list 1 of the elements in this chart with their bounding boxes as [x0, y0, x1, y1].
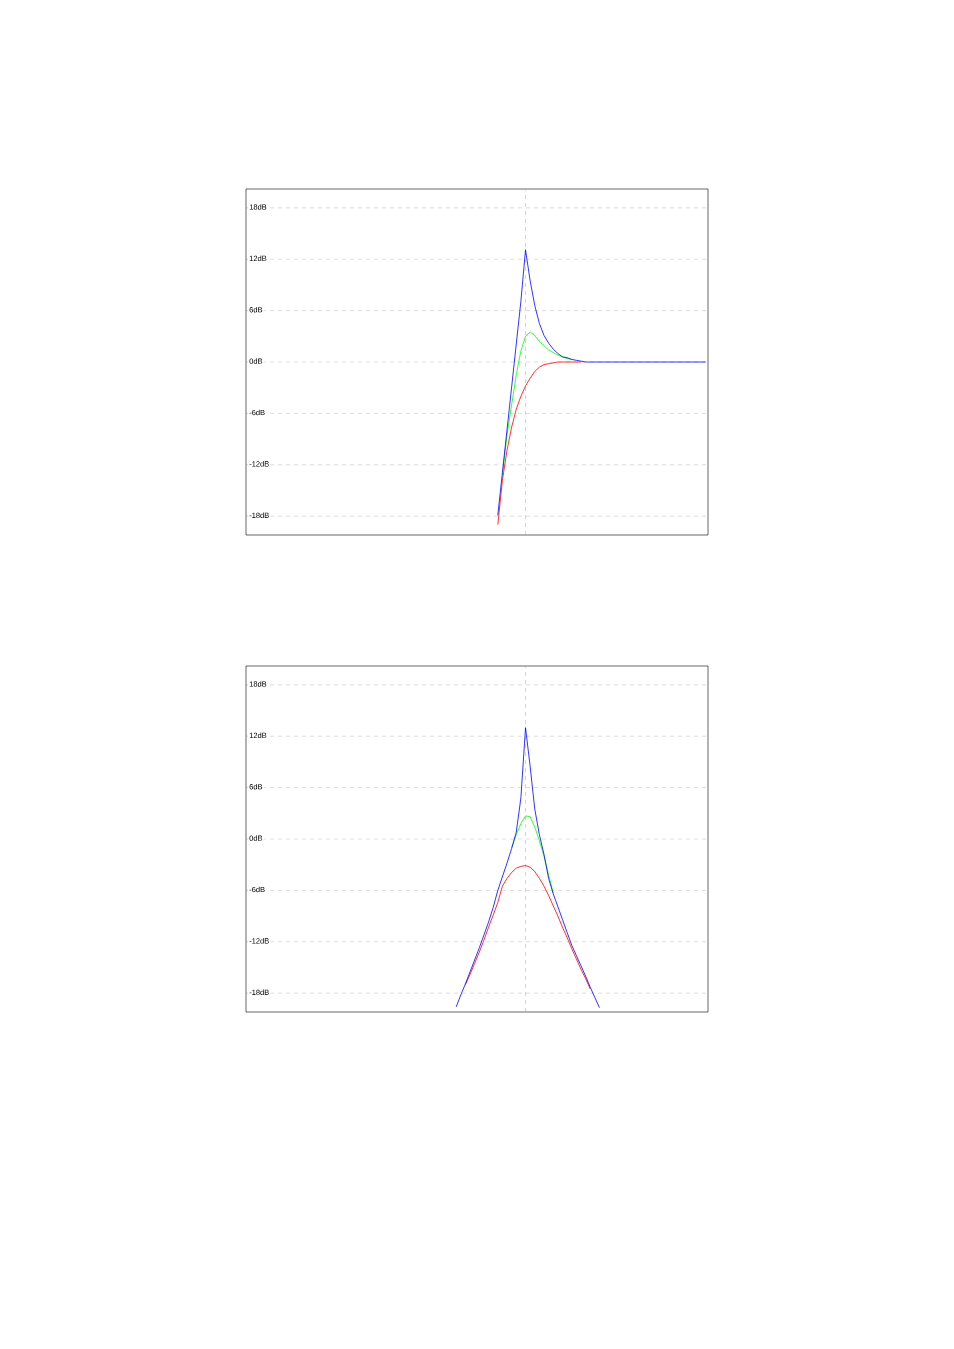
line-series [511, 815, 554, 894]
